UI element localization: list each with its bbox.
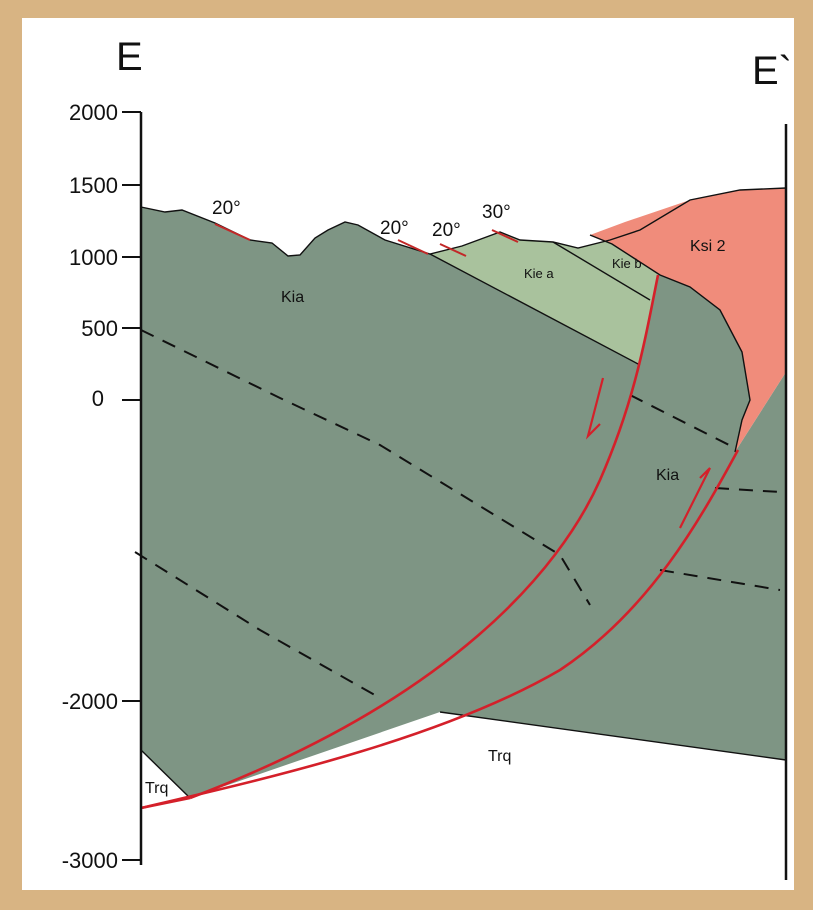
dip-label: 20° [432, 220, 461, 241]
unit-label-kia-right: Kia [656, 467, 679, 484]
tick-label: 1500 [69, 173, 118, 198]
unit-label-ksi2: Ksi 2 [690, 238, 726, 255]
dip-label: 30° [482, 202, 511, 223]
cross-section-panel: 2000 1500 1000 500 0 -2000 -3000 E E` 20… [22, 18, 794, 890]
kia-unit-body [141, 207, 786, 798]
tick-label: 2000 [69, 100, 118, 125]
dip-label: 20° [212, 198, 241, 219]
tick-label: 0 [92, 386, 104, 411]
unit-label-trq-left: Trq [145, 780, 168, 797]
dip-label: 20° [380, 218, 409, 239]
unit-label-kie-b: Kie b [612, 256, 642, 271]
tick-label: 500 [81, 316, 118, 341]
cross-section-diagram: 2000 1500 1000 500 0 -2000 -3000 E E` 20… [22, 18, 794, 890]
section-start-label: E [116, 35, 143, 79]
axis-ticks [122, 112, 141, 860]
tick-label: -2000 [62, 689, 118, 714]
tick-label: 1000 [69, 245, 118, 270]
unit-label-kia: Kia [281, 289, 304, 306]
unit-label-kie-a: Kie a [524, 266, 554, 281]
unit-label-trq: Trq [488, 748, 511, 765]
tick-label: -3000 [62, 848, 118, 873]
section-end-label: E` [752, 49, 792, 93]
